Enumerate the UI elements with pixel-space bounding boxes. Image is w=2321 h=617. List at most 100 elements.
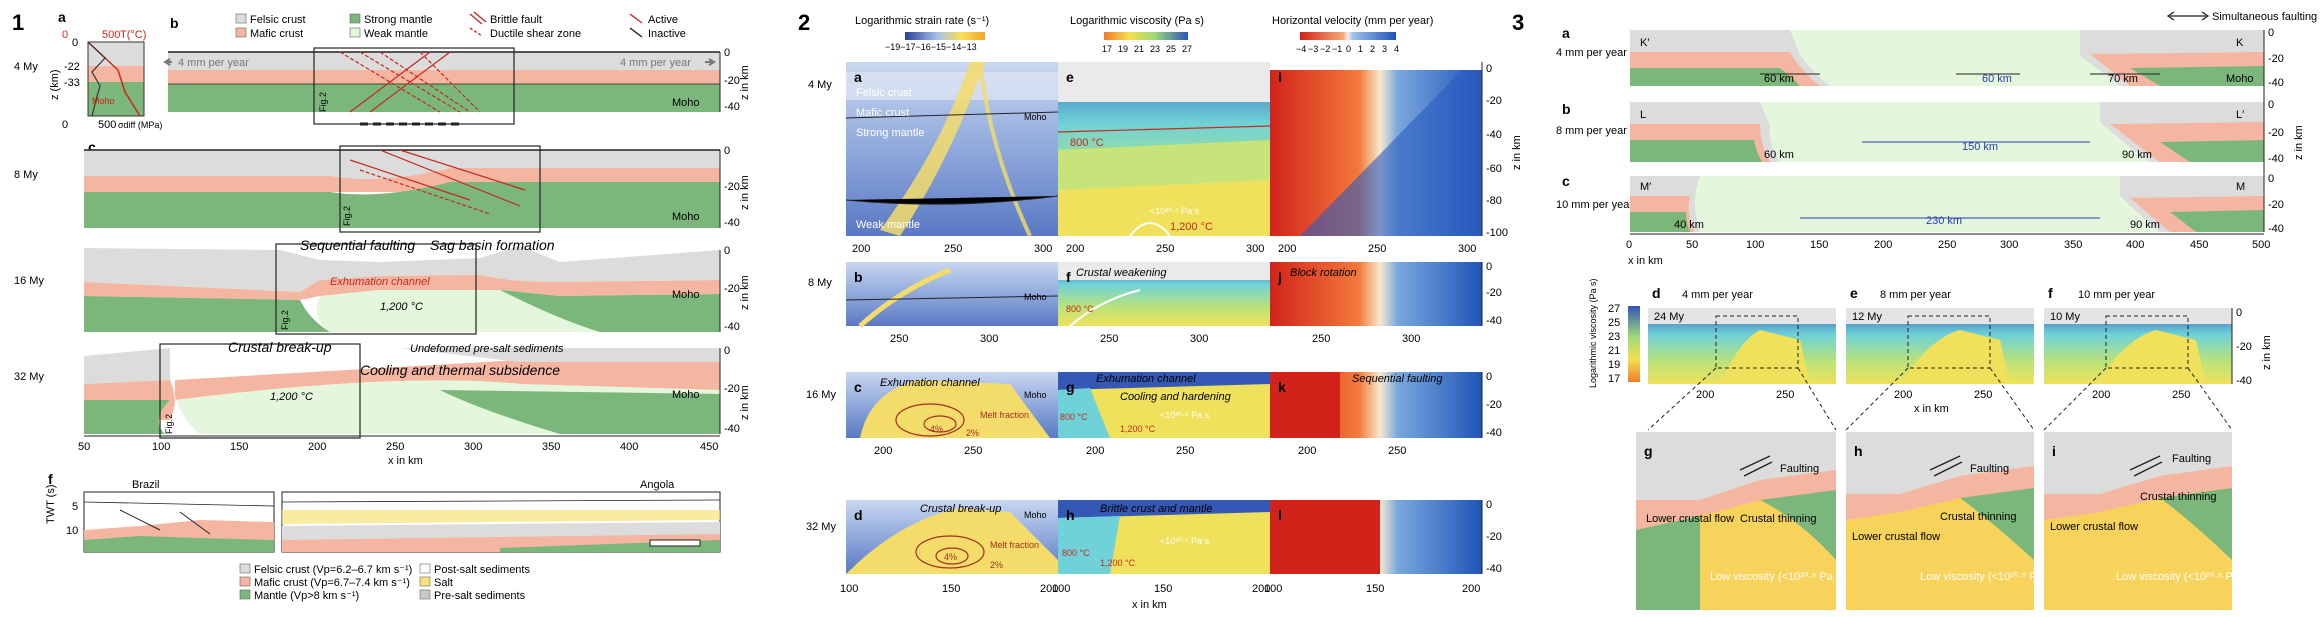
- fig2-k-x1: 250: [1388, 445, 1406, 457]
- fig2-l-x1: 150: [1366, 583, 1384, 595]
- fig2-e-x0: 200: [1066, 243, 1084, 255]
- fig3-panel-e: e 8 mm per year 12 My 200 250 x in km: [1846, 285, 2034, 415]
- fig2-i-label: i: [1278, 69, 1282, 85]
- svg-text:17: 17: [1608, 373, 1620, 385]
- svg-text:300: 300: [2000, 239, 2018, 251]
- fig2-h-visc: <10²⁰·⁵ Pa s: [1160, 536, 1210, 546]
- fig2-b-moho: Moho: [1024, 292, 1047, 302]
- svg-text:19: 19: [1118, 44, 1128, 54]
- fig2-l-label: l: [1278, 507, 1282, 523]
- svg-text:-20: -20: [2268, 199, 2284, 211]
- fig2-a-x2: 300: [1034, 243, 1052, 255]
- panel-b-figref: Fig.2: [318, 92, 328, 112]
- fig2-g-x1: 250: [1176, 445, 1194, 457]
- cb-visc-ticks: 17 19 21 23 25 27: [1102, 44, 1192, 54]
- svg-text:25: 25: [1166, 44, 1176, 54]
- fig2-a-mafic: Mafic crust: [856, 107, 909, 119]
- fig1-legend-f: Felsic crust (Vp=6.2–6.7 km s⁻¹) Mafic c…: [239, 563, 530, 602]
- fig3-panel-f: f 10 mm per year 10 My 200 250: [2044, 285, 2232, 401]
- fig3-sim-faulting: Simultaneous faulting: [2212, 11, 2317, 23]
- fig2-h-x1: 150: [1154, 583, 1172, 595]
- fig3-i-thin: Crustal thinning: [2140, 491, 2216, 503]
- fig3-h-lowvisc: Low viscosity (<10²⁰·⁵ Pa s): [1920, 571, 2055, 583]
- fig3-f-time: 10 My: [2050, 311, 2080, 323]
- cb-strain: [905, 32, 985, 40]
- svg-text:200: 200: [1696, 389, 1714, 401]
- svg-text:0: 0: [1486, 499, 1492, 511]
- fig1-panel-c: c 8 My Moho Fig.2: [14, 139, 720, 233]
- fig2-time-3: 32 My: [806, 521, 836, 533]
- fig2-c-x1: 250: [964, 445, 982, 457]
- panel-a-ztick-2: -33: [64, 77, 80, 89]
- x-tick-5: 300: [464, 441, 482, 453]
- fig2-j-x1: 300: [1402, 333, 1420, 345]
- fig2-h-label: h: [1066, 507, 1075, 523]
- fig3-e-title: 8 mm per year: [1880, 289, 1951, 301]
- panel-a-mantle: [88, 82, 144, 116]
- fig2-panel-l: l 100 150 200: [1264, 500, 1482, 595]
- fig2-d-4: 4%: [944, 552, 957, 562]
- fig1-panel-a: a 0 500 T(°C) 0 -22 -33 0 500 σdiff (MPa…: [49, 9, 162, 131]
- svg-text:-20: -20: [1486, 399, 1502, 411]
- svg-text:25: 25: [1608, 317, 1620, 329]
- fig3-b-d3: 90 km: [2122, 149, 2152, 161]
- fig2-c-2: 2%: [966, 428, 979, 438]
- fig3-xlabel: x in km: [1628, 255, 1663, 267]
- fig3-h-label: h: [1854, 443, 1863, 459]
- fig3-g-lower: Lower crustal flow: [1646, 513, 1734, 525]
- r-label-b: z in km: [739, 65, 751, 100]
- fig2-panel-k: k Sequential faulting 200 250: [1270, 372, 1482, 457]
- svg-text:-20: -20: [1486, 287, 1502, 299]
- cb-visc: [1104, 32, 1188, 40]
- fig3-b-d1: 60 km: [1764, 149, 1794, 161]
- fig2-z-axis-row1: 0 -20 -40 -60 -80 -100 z in km: [1481, 62, 1523, 239]
- fig3-c-left: M′: [1640, 181, 1651, 193]
- legend-f-postsalt: Post-salt sediments: [434, 564, 530, 576]
- fig3-b-rate: 8 mm per year: [1556, 125, 1627, 137]
- fig2-d-title: Crustal break-up: [920, 503, 1001, 515]
- svg-text:-20: -20: [2268, 127, 2284, 139]
- r-tick-d0: 0: [724, 245, 730, 257]
- svg-text:250: 250: [1776, 389, 1794, 401]
- fig2-a-strong: Strong mantle: [856, 127, 924, 139]
- fig3-axes: 0 -20 -40 0 -20 -40 0 -20 -40 z in km 0 …: [1626, 27, 2305, 267]
- cb-vel-ticks: −4 −3 −2 −1 0 1 2 3 4: [1296, 44, 1399, 54]
- svg-text:250: 250: [2172, 389, 2190, 401]
- fig2-j-x0: 250: [1312, 333, 1330, 345]
- fig3-a-right: K: [2236, 37, 2244, 49]
- fig3-c-d3: 90 km: [2130, 219, 2160, 231]
- svg-text:200: 200: [1874, 239, 1892, 251]
- fig3-a-moho: Moho: [2226, 73, 2254, 85]
- fig3-a-d2: 60 km: [1982, 73, 2012, 85]
- svg-text:-40: -40: [2268, 153, 2284, 165]
- panel-a-ztick-1: -22: [64, 61, 80, 73]
- fig3-b-right: L′: [2236, 109, 2244, 121]
- fig2-f-800: 800 °C: [1066, 304, 1094, 314]
- svg-text:0: 0: [1626, 239, 1632, 251]
- x-tick-0: 50: [78, 441, 90, 453]
- fig2-k-label: k: [1278, 379, 1286, 395]
- fig1-panel-d: d 16 My Sequential faulting Sag basin fo…: [14, 237, 720, 335]
- fig3-a-label: a: [1562, 25, 1570, 41]
- fig2-panel-b: b Moho 250 300: [845, 262, 1059, 345]
- fig2-panel-g: g Exhumation channel Cooling and hardeni…: [1058, 372, 1270, 457]
- svg-text:27: 27: [1182, 44, 1192, 54]
- panel-b-moho: Moho: [672, 97, 700, 109]
- fig2-e-1200: 1,200 °C: [1170, 221, 1213, 233]
- fig2-a-weak: Weak mantle: [856, 219, 920, 231]
- r-tick-b2: -40: [724, 101, 740, 113]
- panel-e-cooling: Cooling and thermal subsidence: [360, 362, 560, 378]
- fig2-a-label: a: [854, 69, 862, 85]
- svg-text:0: 0: [2268, 173, 2274, 185]
- fig2-g-label: g: [1066, 379, 1075, 395]
- fig2-xlabel: x in km: [1132, 599, 1167, 611]
- svg-text:-20: -20: [2268, 53, 2284, 65]
- panel-a-note: Moho: [92, 96, 115, 106]
- svg-text:-40: -40: [2268, 77, 2284, 89]
- panel-c-label: c: [88, 139, 96, 155]
- svg-text:450: 450: [2190, 239, 2208, 251]
- fig2-f-x0: 250: [1100, 333, 1118, 345]
- svg-text:-20: -20: [1486, 531, 1502, 543]
- panel-f-ytick-0: 5: [72, 501, 78, 513]
